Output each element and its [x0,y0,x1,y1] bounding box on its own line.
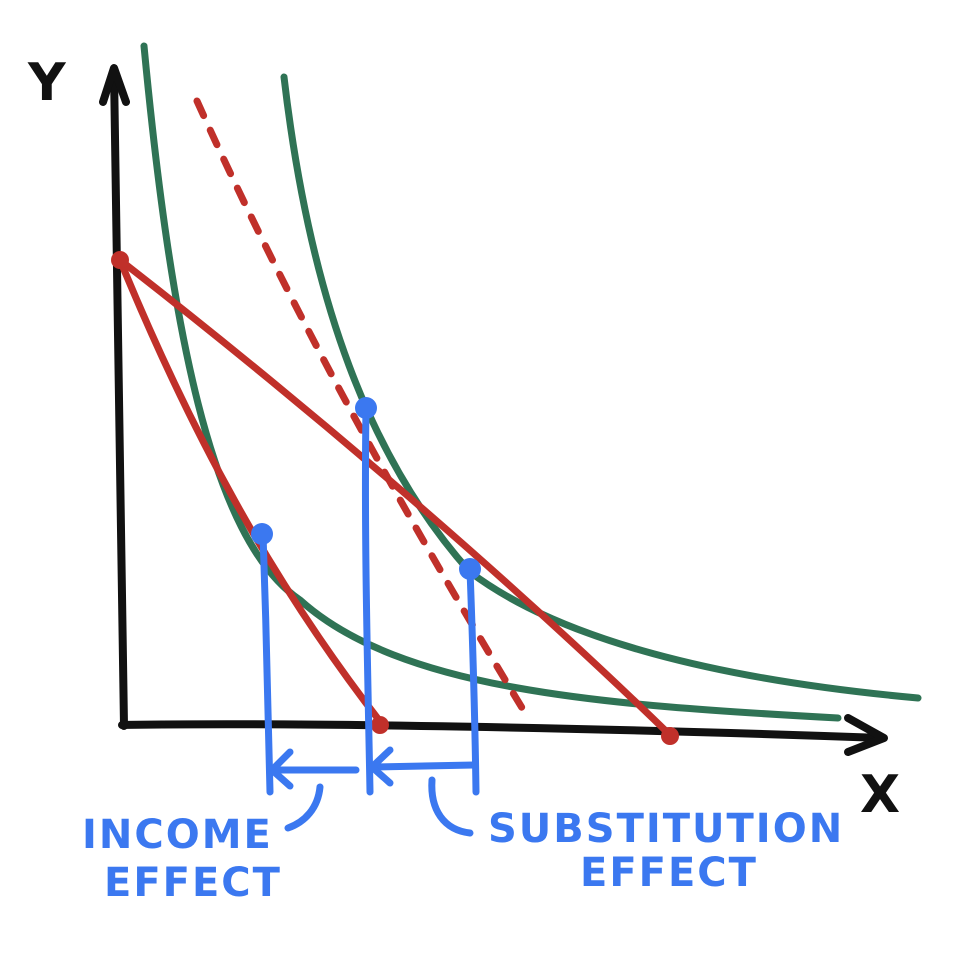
substitution-effect-bracket [428,776,474,837]
indifference-curve-low [140,42,842,722]
optimum-points [251,397,481,580]
income-effect-bracket [284,783,324,832]
indifference-curve-high [280,73,922,702]
y-axis [110,68,128,730]
axes [99,64,888,756]
budget-lines [116,97,674,739]
substitution-effect-label-line2: EFFECT [580,850,758,896]
substitution-effect-arrowhead [368,746,394,787]
compensated-optimum-point [355,397,377,419]
income-effect-label-line2: EFFECT [104,860,282,906]
substitution-effect-arrow [368,761,478,771]
indifference-curves [140,42,922,722]
y-intercept-point [111,251,129,269]
budget-line-new [116,256,674,739]
y-axis-label: Y [27,53,67,113]
substitution-effect-label-line1: SUBSTITUTION [488,806,844,852]
drop-line-new-optimum [466,566,480,796]
x-axis-arrowhead [844,714,888,756]
x-axis [118,720,886,742]
effect-arrows [268,746,478,790]
drop-line-original-optimum [259,530,274,796]
original-optimum-point [251,523,273,545]
income-effect-label-line1: INCOME [82,812,273,858]
new-optimum-point [459,558,481,580]
budget-line-original [116,256,386,728]
income-effect-arrowhead [268,748,294,790]
intercept-points [111,251,679,745]
label-brackets [284,776,474,837]
y-axis-arrowhead [99,64,130,106]
budget-line-compensated [193,97,531,720]
x-intercept-new-point [661,727,679,745]
drop-line-compensated-optimum [361,404,374,796]
x-intercept-original-point [371,716,389,734]
x-axis-label: X [860,765,900,825]
